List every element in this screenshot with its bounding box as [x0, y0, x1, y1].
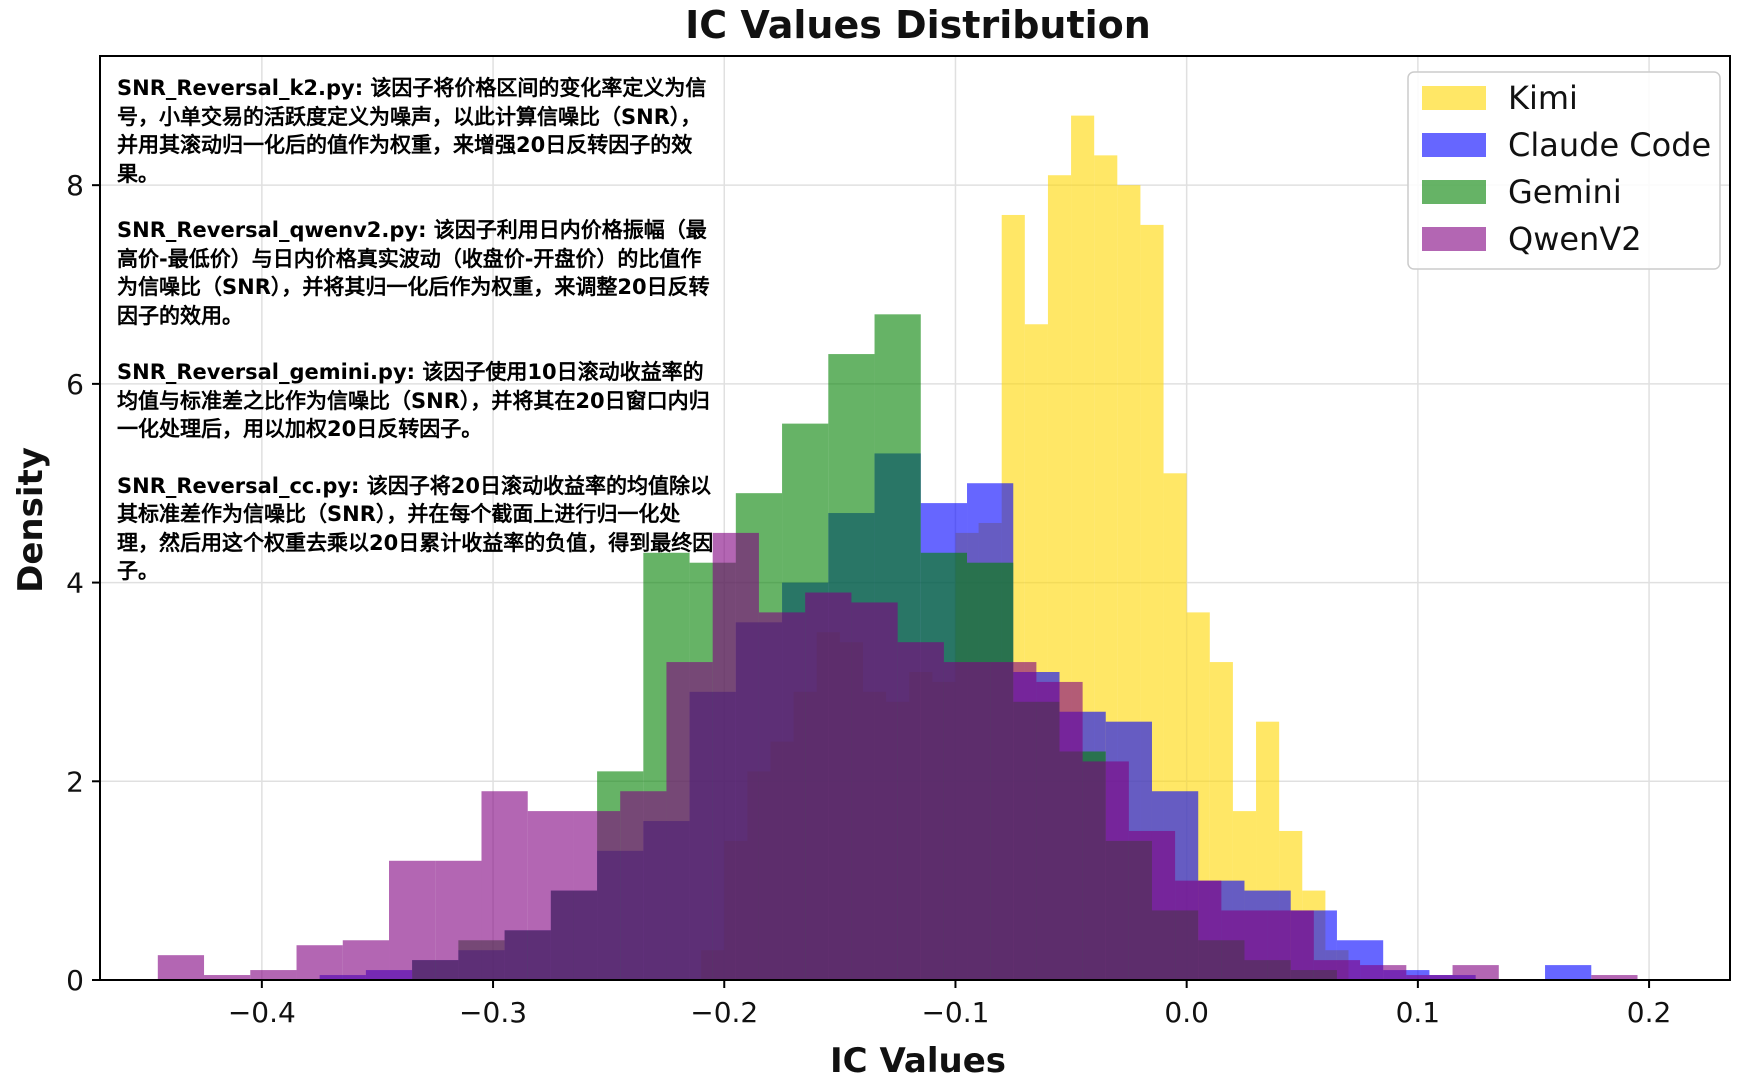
legend-box — [1407, 71, 1721, 270]
histogram-bar — [1406, 975, 1453, 980]
y-axis-label: Density — [11, 447, 51, 593]
legend-swatch — [1422, 86, 1486, 110]
histogram-bar — [204, 975, 251, 980]
y-tick-label: 6 — [66, 368, 84, 401]
histogram-bar — [897, 642, 944, 980]
series-qwenv2 — [157, 532, 1638, 980]
legend-swatch — [1422, 133, 1486, 157]
histogram-bar — [1175, 880, 1222, 980]
histogram-bar — [481, 791, 528, 980]
histogram-bar — [758, 612, 806, 980]
histogram-bar — [573, 811, 621, 980]
legend-label: Kimi — [1508, 79, 1578, 117]
histogram-bar — [1082, 761, 1129, 980]
annotation-cc: SNR_Reversal_cc.py: 该因子将20日滚动收益率的均值除以其标准… — [117, 473, 714, 584]
factor-descriptions: SNR_Reversal_k2.py: 该因子将价格区间的变化率定义为信号，小单… — [117, 74, 717, 614]
histogram-bar — [296, 945, 343, 980]
histogram-bar — [1221, 910, 1268, 980]
histogram-bar — [1313, 960, 1361, 980]
x-tick-label: −0.1 — [921, 996, 989, 1029]
y-tick-label: 2 — [66, 765, 84, 798]
y-tick-label: 8 — [66, 169, 84, 202]
histogram-bar — [712, 532, 759, 980]
legend-swatch — [1422, 180, 1486, 204]
x-tick-label: −0.4 — [228, 996, 296, 1029]
x-tick-label: −0.3 — [459, 996, 527, 1029]
chart-title: IC Values Distribution — [685, 3, 1151, 47]
legend-label: QwenV2 — [1508, 220, 1642, 258]
x-tick-label: −0.2 — [690, 996, 758, 1029]
annotation-k2: SNR_Reversal_k2.py: 该因子将价格区间的变化率定义为信号，小单… — [117, 76, 707, 186]
histogram-bar — [1128, 830, 1176, 980]
histogram-bar — [157, 955, 205, 980]
x-tick-label: 0.0 — [1164, 996, 1209, 1029]
axis-ticks: −0.4 −0.3 −0.2 −0.1 0.0 0.1 0.2 0 2 4 6 8 — [66, 169, 1671, 1029]
histogram-bar — [851, 602, 898, 980]
bars — [157, 115, 1638, 981]
plot-frame — [99, 55, 1731, 981]
histogram-bar — [435, 860, 482, 980]
annotation-qwenv2: SNR_Reversal_qwenv2.py: 该因子利用日内价格振幅（最高价-… — [117, 218, 710, 328]
x-tick-label: 0.1 — [1396, 996, 1441, 1029]
x-axis-label: IC Values — [830, 1041, 1006, 1080]
histogram-bar — [250, 970, 297, 980]
histogram-bar — [620, 791, 667, 980]
histogram-bar — [990, 662, 1037, 980]
y-tick-label: 4 — [66, 567, 84, 600]
legend-swatch — [1422, 227, 1486, 251]
annotation-gemini: SNR_Reversal_gemini.py: 该因子使用10日滚动收益率的均值… — [117, 360, 710, 441]
histogram-bar — [943, 662, 991, 980]
histogram-bar — [342, 940, 390, 980]
histogram-bar — [805, 592, 852, 980]
histogram-bar — [1036, 681, 1083, 980]
histogram-bar — [1591, 975, 1638, 980]
histogram-bar — [1360, 965, 1407, 980]
y-tick-label: 0 — [66, 964, 84, 997]
x-tick-label: 0.2 — [1627, 996, 1672, 1029]
histogram-bar — [1545, 965, 1592, 980]
legend: Kimi Claude Code Gemini QwenV2 — [1407, 71, 1721, 270]
histogram-bar — [666, 662, 713, 980]
legend-label: Claude Code — [1508, 126, 1711, 164]
histogram-bar — [527, 811, 574, 980]
histogram-bar — [1452, 965, 1499, 980]
histogram-bar — [389, 860, 436, 980]
legend-label: Gemini — [1508, 173, 1622, 211]
histogram-bar — [1267, 910, 1314, 980]
